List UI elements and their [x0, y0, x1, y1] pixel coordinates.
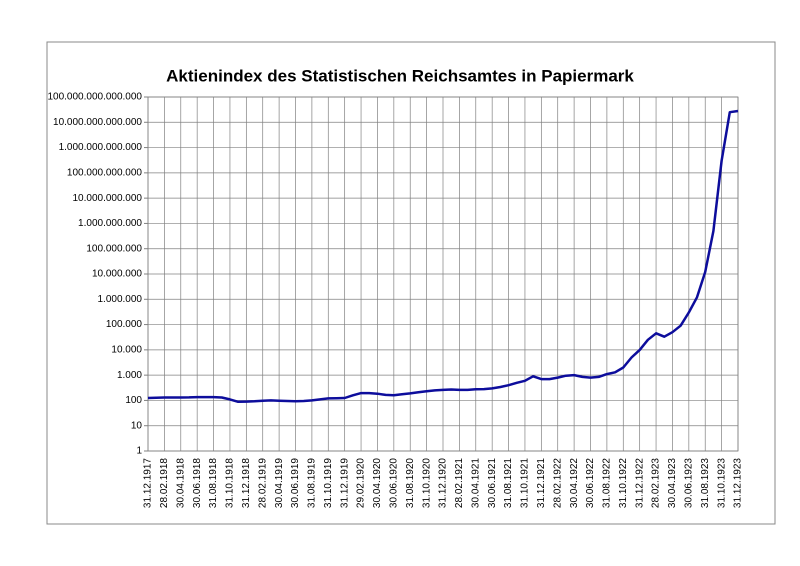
x-tick-label: 31.10.1918	[225, 458, 236, 508]
x-tick-label: 30.06.1918	[192, 458, 203, 508]
x-tick-label: 28.02.1921	[454, 458, 465, 508]
chart-title: Aktienindex des Statistischen Reichsamte…	[166, 66, 634, 85]
x-tick-label: 31.10.1920	[421, 458, 432, 508]
x-tick-label: 28.02.1918	[159, 458, 170, 508]
y-tick-label: 1.000.000.000	[78, 218, 142, 229]
x-tick-label: 31.08.1918	[208, 458, 219, 508]
x-tick-label: 31.12.1919	[339, 458, 350, 508]
x-tick-label: 30.04.1919	[274, 458, 285, 508]
x-tick-label: 30.06.1923	[683, 458, 694, 508]
x-tick-label: 30.04.1918	[175, 458, 186, 508]
y-tick-label: 10.000.000.000	[72, 193, 142, 204]
y-tick-label: 100.000.000.000.000	[47, 92, 142, 103]
y-tick-label: 100	[125, 395, 142, 406]
x-tick-label: 31.10.1922	[618, 458, 629, 508]
x-tick-label: 30.04.1920	[372, 458, 383, 508]
x-tick-label: 31.10.1919	[323, 458, 334, 508]
x-tick-label: 31.08.1920	[405, 458, 416, 508]
x-tick-label: 31.12.1917	[143, 458, 154, 508]
x-tick-label: 30.06.1920	[388, 458, 399, 508]
x-tick-label: 28.02.1922	[552, 458, 563, 508]
y-tick-label: 1.000.000.000.000	[59, 142, 143, 153]
x-tick-label: 31.12.1923	[733, 458, 744, 508]
chart-border	[46, 41, 776, 525]
x-tick-label: 31.10.1921	[520, 458, 531, 508]
x-tick-label: 31.12.1922	[634, 458, 645, 508]
x-tick-label: 31.12.1920	[438, 458, 449, 508]
x-tick-label: 31.12.1921	[536, 458, 547, 508]
x-tick-label: 28.02.1919	[257, 458, 268, 508]
x-tick-label: 31.08.1923	[700, 458, 711, 508]
y-tick-label: 10.000	[111, 344, 142, 355]
x-tick-label: 31.08.1922	[602, 458, 613, 508]
plot-frame	[147, 96, 739, 452]
y-tick-label: 100.000.000.000	[67, 167, 143, 178]
x-tick-label: 31.08.1921	[503, 458, 514, 508]
y-tick-label: 100.000	[106, 319, 143, 330]
x-tick-label: 30.06.1922	[585, 458, 596, 508]
data-line	[147, 109, 739, 404]
x-tick-label: 30.04.1923	[667, 458, 678, 508]
y-tick-label: 1	[136, 446, 142, 457]
x-tick-label: 30.06.1919	[290, 458, 301, 508]
x-tick-label: 30.04.1922	[569, 458, 580, 508]
x-tick-label: 31.10.1923	[716, 458, 727, 508]
y-tick-label: 1.000	[117, 370, 142, 381]
y-tick-label: 10.000.000.000.000	[53, 117, 142, 128]
x-tick-label: 30.04.1921	[470, 458, 481, 508]
x-tick-label: 30.06.1921	[487, 458, 498, 508]
x-tick-label: 28.02.1923	[651, 458, 662, 508]
y-tick-label: 10	[131, 420, 143, 431]
x-tick-label: 29.02.1920	[356, 458, 367, 508]
y-tick-label: 100.000.000	[86, 243, 142, 254]
x-tick-label: 31.12.1918	[241, 458, 252, 508]
y-tick-label: 1.000.000	[98, 294, 143, 305]
y-tick-label: 10.000.000	[92, 269, 142, 280]
x-tick-label: 31.08.1919	[307, 458, 318, 508]
